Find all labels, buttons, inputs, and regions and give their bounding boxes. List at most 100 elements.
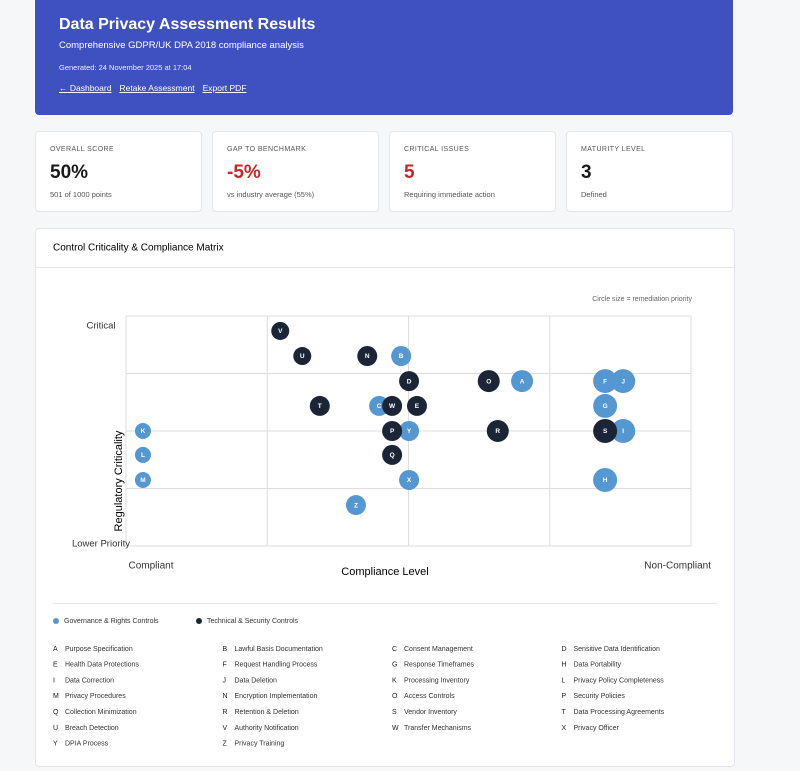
bubble <box>399 371 420 392</box>
bubble <box>593 419 618 443</box>
key-name: Data Deletion <box>235 677 278 684</box>
bubble-label: B <box>399 353 404 360</box>
bubble <box>357 346 378 367</box>
stat-label: MATURITY LEVEL <box>581 146 646 153</box>
key-name: Consent Management <box>404 646 473 653</box>
bubble <box>593 393 618 418</box>
key-name: Authority Notification <box>235 725 299 732</box>
x-axis-title: Compliance Level <box>341 566 428 578</box>
bubble <box>593 467 618 492</box>
key-name: Vendor Inventory <box>404 709 457 716</box>
key-letter: R <box>223 709 228 716</box>
header: Data Privacy Assessment Results Comprehe… <box>35 0 733 115</box>
stat-card: OVERALL SCORE 50% 501 of 1000 points <box>35 131 202 212</box>
key-letter: P <box>562 693 567 700</box>
bubble <box>293 347 312 366</box>
bubble-label: W <box>389 403 396 410</box>
key-letter: B <box>223 646 228 653</box>
header-link[interactable]: Export PDF <box>202 83 247 93</box>
bubble <box>611 419 636 443</box>
bubble <box>477 370 500 393</box>
stat-value: 3 <box>581 162 592 183</box>
y-axis-title: Regulatory Criticality <box>113 430 125 531</box>
key-name: Sensitive Data Identification <box>574 646 660 653</box>
bubble <box>399 421 420 441</box>
key-name: Privacy Procedures <box>65 693 126 700</box>
key-letter: C <box>392 646 397 653</box>
key-letter: Q <box>53 709 59 716</box>
key-letter: Y <box>53 741 58 748</box>
key-letter: V <box>223 725 228 732</box>
key-name: Privacy Policy Completeness <box>574 677 665 684</box>
bubble-label: K <box>141 428 146 435</box>
chart: Control Criticality & Compliance Matrix C… <box>36 243 734 748</box>
key-letter: M <box>53 693 59 700</box>
key-name: Privacy Training <box>235 741 285 748</box>
stat-value: 5 <box>404 162 415 183</box>
key-name: Lawful Basis Documentation <box>235 646 323 653</box>
key-letter: I <box>53 677 55 684</box>
legend-swatch <box>53 618 59 624</box>
bubble-label: E <box>415 403 420 410</box>
key-name: Health Data Protections <box>65 662 139 669</box>
key-letter: T <box>562 709 567 716</box>
bubble-label: U <box>300 353 305 360</box>
bubble-label: Q <box>390 452 395 459</box>
bubble-label: H <box>603 477 608 484</box>
key-letter: A <box>53 646 58 653</box>
stat-label: CRITICAL ISSUES <box>404 146 470 153</box>
stat-label: GAP TO BENCHMARK <box>227 146 307 153</box>
bubble-label: C <box>377 403 382 410</box>
stat-card: CRITICAL ISSUES 5 Requiring immediate acti… <box>389 131 556 212</box>
bubble <box>134 423 151 439</box>
stat-value: -5% <box>227 162 261 183</box>
bubble-label: I <box>622 428 624 435</box>
key-name: Transfer Mechanisms <box>404 725 472 732</box>
key-name: Data Processing Agreements <box>574 709 665 716</box>
legend-label: Governance & Rights Controls <box>64 618 159 625</box>
header-link[interactable]: ← Dashboard <box>59 83 112 93</box>
bubble <box>382 421 403 441</box>
key-name: Data Portability <box>574 662 622 669</box>
stat-card: MATURITY LEVEL 3 Defined <box>566 131 733 212</box>
key-name: Privacy Officer <box>574 725 620 732</box>
key-letter: J <box>223 677 227 684</box>
bubble-label: S <box>603 428 608 435</box>
key-letter: E <box>53 662 58 669</box>
key-name: Purpose Specification <box>65 646 133 653</box>
legend-swatch <box>196 618 202 624</box>
chart-card: Control Criticality & Compliance Matrix C… <box>35 228 735 767</box>
size-note: Circle size = remediation priority <box>592 296 692 303</box>
bubble <box>486 420 509 442</box>
bubble <box>345 495 366 516</box>
stat-label: OVERALL SCORE <box>50 146 115 153</box>
key-name: Response Timeframes <box>404 662 475 669</box>
key-name: Processing Inventory <box>404 677 470 684</box>
bubble-label: T <box>318 403 322 410</box>
header-link[interactable]: Retake Assessment <box>119 83 195 93</box>
key-name: Request Handling Process <box>235 662 318 669</box>
bubble-label: P <box>390 428 395 435</box>
generated: Generated: 24 November 2025 at 17:04 <box>59 63 192 72</box>
subtitle: Comprehensive GDPR/UK DPA 2018 complianc… <box>59 40 304 51</box>
key-letter: Z <box>223 741 228 748</box>
bubble <box>382 444 403 465</box>
key-name: Security Policies <box>574 693 626 700</box>
bubble <box>593 369 618 394</box>
key-letter: L <box>562 677 566 684</box>
bubble-label: V <box>278 328 283 335</box>
bubble-label: L <box>141 452 145 459</box>
key-letter: O <box>392 693 398 700</box>
stat-value: 50% <box>50 162 89 183</box>
bubble-label: F <box>603 378 607 385</box>
bubble <box>391 346 412 367</box>
stat-note: Requiring immediate action <box>404 190 495 199</box>
bubble-label: Y <box>407 428 412 435</box>
key-letter: D <box>562 646 567 653</box>
page-title: Data Privacy Assessment Results <box>59 16 316 33</box>
key-name: Breach Detection <box>65 725 119 732</box>
bubble <box>271 321 290 340</box>
bubble-label: N <box>365 353 370 360</box>
bubble-label: R <box>495 428 500 435</box>
